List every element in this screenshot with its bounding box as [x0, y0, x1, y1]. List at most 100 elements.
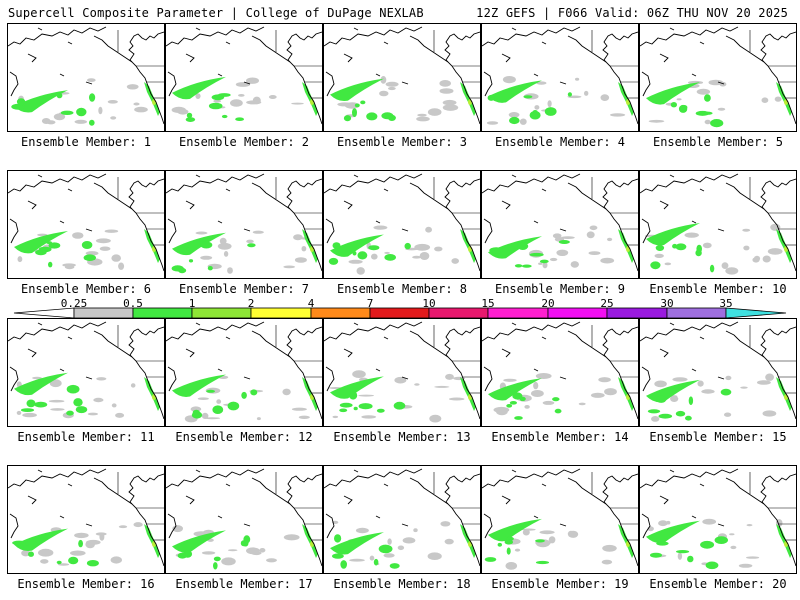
coastline: [185, 53, 195, 63]
scp-contour-low: [99, 246, 111, 251]
coastline: [353, 469, 359, 473]
coastline: [27, 495, 37, 505]
coastline: [27, 200, 37, 210]
scp-contour-mid: [81, 241, 93, 249]
coastline: [483, 71, 493, 97]
scp-contour-mid: [35, 249, 47, 256]
coastline: [195, 322, 201, 326]
ensemble-member-label: Ensemble Member: 19: [491, 577, 629, 591]
coastline: [602, 326, 638, 420]
coastline: [699, 188, 705, 192]
scp-contour-low: [373, 225, 388, 230]
scp-contour-low: [87, 78, 96, 82]
scp-contour-low: [738, 563, 753, 568]
scp-contour-high: [468, 394, 472, 400]
scp-contour-low: [230, 99, 243, 107]
scp-contour-low: [451, 258, 459, 264]
scp-contour-low: [221, 557, 236, 566]
coastline: [353, 322, 359, 326]
scp-contour-low: [384, 251, 390, 254]
scp-contour-high: [310, 246, 314, 252]
scp-contour-mid: [339, 408, 348, 413]
scp-contour-mid: [208, 102, 223, 110]
scp-contour-mid: [34, 401, 48, 408]
scp-contour-low: [387, 538, 392, 545]
map-graphic: [8, 468, 164, 567]
scp-contour-low: [570, 261, 579, 268]
scp-contour-low: [251, 551, 262, 556]
scp-contour-low: [704, 119, 711, 125]
coastline: [511, 322, 517, 326]
coastline: [343, 200, 353, 210]
coastline: [286, 178, 322, 272]
ensemble-map-panel-10: [639, 170, 797, 279]
scp-contour-mid: [658, 413, 673, 419]
scp-contour-mid: [16, 98, 26, 106]
scp-contour-low: [21, 549, 31, 557]
scp-contour-high: [468, 246, 472, 252]
scp-contour-low: [721, 262, 729, 269]
coastline: [217, 220, 223, 224]
coastline: [93, 35, 133, 63]
coastline: [353, 27, 359, 31]
scp-contour-low: [708, 79, 724, 86]
ensemble-map-panel-20: [639, 465, 797, 574]
coastline: [195, 174, 201, 178]
scp-contour-low: [601, 559, 613, 565]
scp-contour-low: [442, 104, 459, 111]
ensemble-map-panel-2: [165, 23, 323, 132]
scp-contour-mid: [366, 112, 378, 121]
ensemble-map-panel-3: [323, 23, 481, 132]
coastline: [128, 326, 164, 420]
scp-contour-low: [419, 252, 430, 260]
coastline: [641, 513, 651, 539]
coastline: [8, 173, 107, 194]
scp-contour-low: [536, 81, 547, 85]
coastline: [409, 182, 449, 210]
scp-contour-band: [330, 234, 384, 257]
legend-tick-label: 0.5: [123, 297, 143, 310]
run-valid-time: 12Z GEFS | F066 Valid: 06Z THU NOV 20 20…: [476, 6, 788, 20]
coastline: [659, 495, 669, 505]
scp-contour-low: [697, 380, 704, 387]
scp-contour-low: [427, 552, 442, 560]
coastline: [725, 477, 765, 505]
scp-contour-mid: [373, 558, 379, 566]
scp-contour-low: [171, 106, 186, 113]
scp-contour-mid: [506, 547, 511, 555]
coastline: [669, 174, 675, 178]
coastline: [37, 469, 43, 473]
scp-contour-mid: [343, 115, 352, 122]
coastline: [409, 477, 449, 505]
scp-contour-low: [85, 251, 99, 256]
scp-contour-high: [784, 246, 788, 252]
scp-contour-mid: [188, 259, 194, 263]
scp-contour-low: [514, 548, 521, 552]
coastline: [444, 178, 480, 272]
scp-contour-mid: [68, 556, 79, 565]
map-graphic: [166, 468, 322, 570]
coastline: [383, 336, 389, 340]
coastline: [559, 376, 567, 380]
scp-contour-mid: [514, 264, 523, 268]
scp-contour-band: [14, 372, 68, 396]
coastline: [166, 173, 265, 194]
scp-contour-mid: [340, 560, 347, 569]
scp-contour-low: [337, 102, 353, 107]
scp-coastal-strip: [460, 524, 476, 558]
scp-coastal-strip: [460, 82, 476, 116]
scp-contour-low: [610, 113, 626, 117]
scp-contour-high: [626, 394, 630, 400]
coastline: [286, 473, 322, 567]
scp-contour-high: [468, 99, 472, 105]
scp-contour-low: [283, 265, 296, 269]
coastline: [225, 336, 231, 340]
scp-contour-low: [761, 97, 769, 103]
scp-contour-low: [17, 256, 23, 263]
scp-contour-low: [654, 253, 664, 258]
scp-contour-high: [626, 99, 630, 105]
coastline: [483, 218, 493, 244]
scp-contour-mid: [509, 401, 517, 405]
coastline: [9, 366, 19, 392]
scp-contour-low: [72, 232, 84, 239]
